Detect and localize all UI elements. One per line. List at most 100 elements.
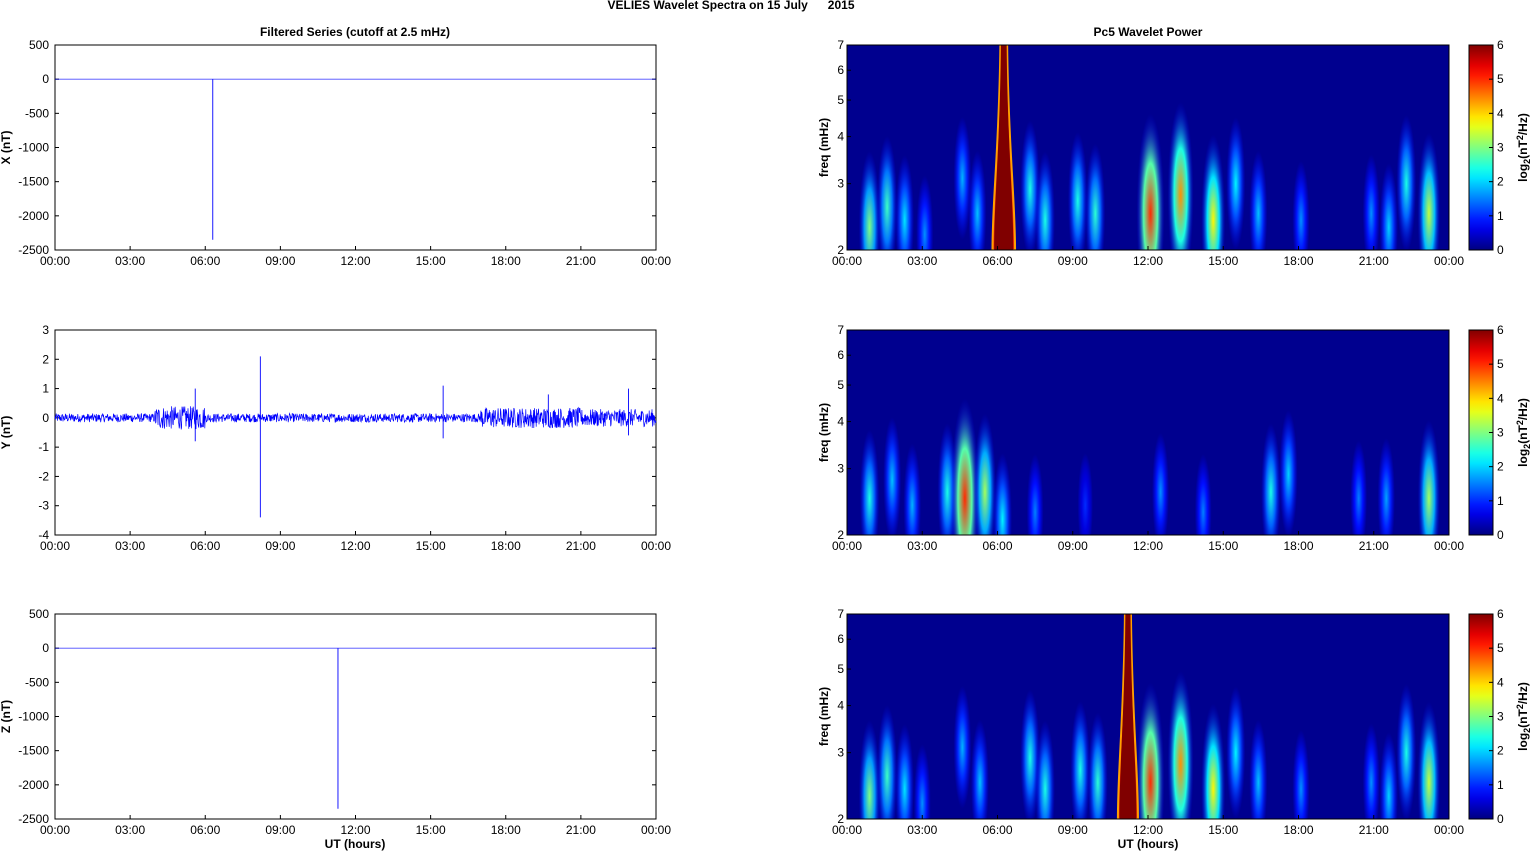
series-y-ytick-label: -2: [38, 469, 49, 483]
series-z-axes: [54, 613, 657, 820]
wavelet-z-ytick-label: 4: [837, 699, 844, 713]
colorbar-y-tick-label: 3: [1497, 426, 1504, 440]
right-column-title: Pc5 Wavelet Power: [1094, 25, 1203, 39]
series-x-ytick-label: 500: [29, 38, 49, 52]
series-z-ytick-label: 500: [29, 607, 49, 621]
wavelet-x-xtick-label: 00:00: [1434, 254, 1464, 268]
series-x-xtick-label: 03:00: [115, 254, 145, 268]
series-x-ytick-label: 0: [42, 72, 49, 86]
wavelet-x-xtick-label: 15:00: [1208, 254, 1238, 268]
colorbar-z-tick-label: 4: [1497, 675, 1504, 689]
wavelet-z-power-blob: [1167, 671, 1194, 819]
series-x-ytick-label: -500: [25, 106, 49, 120]
wavelet-z-xtick-label: 00:00: [1434, 823, 1464, 837]
wavelet-z-xtick-label: 12:00: [1133, 823, 1163, 837]
colorbar-label-part: 2: [1522, 159, 1532, 164]
wavelet-z-xtick-label: 09:00: [1058, 823, 1088, 837]
series-y-ytick-label: 0: [42, 411, 49, 425]
wavelet-y-power-blob: [1026, 454, 1044, 535]
series-y-xtick-label: 09:00: [265, 539, 295, 553]
series-z-xtick-label: 18:00: [491, 823, 521, 837]
colorbar-y-tick-label: 4: [1497, 391, 1504, 405]
colorbar-label-part: log: [1516, 733, 1530, 751]
colorbar-z-tick-label: 3: [1497, 710, 1504, 724]
colorbar-label-part: /Hz): [1516, 113, 1530, 135]
wavelet-x-power-blob: [1396, 114, 1417, 250]
wavelet-z-ytick-label: 5: [837, 662, 844, 676]
series-z-ytick-label: -500: [25, 675, 49, 689]
series-z-ytick-label: -1500: [18, 744, 49, 758]
colorbar-y-tick-label: 0: [1497, 528, 1504, 542]
wavelet-z-ytick-label: 6: [837, 632, 844, 646]
wavelet-z-power-blob: [858, 720, 881, 819]
series-z-xtick-label: 15:00: [416, 823, 446, 837]
series-y-axes: [54, 329, 657, 536]
wavelet-z-power-blob: [1226, 686, 1246, 819]
wavelet-y-xtick-label: 09:00: [1058, 539, 1088, 553]
colorbar-z-label: log2(nT2/Hz): [1515, 682, 1532, 751]
wavelet-x-xtick-label: 00:00: [832, 254, 862, 268]
wavelet-y-xtick-label: 12:00: [1133, 539, 1163, 553]
series-y-ytick-label: -4: [38, 528, 49, 542]
wavelet-y-ytick-label: 3: [837, 462, 844, 476]
wavelet-x-power-blob: [858, 151, 881, 250]
series-y-xtick-label: 00:00: [641, 539, 671, 553]
colorbar-x-tick-label: 6: [1497, 38, 1504, 52]
colorbar-label-part: 2: [1522, 728, 1532, 733]
wavelet-x-power-blob: [916, 175, 934, 250]
series-y-xtick-label: 21:00: [566, 539, 596, 553]
colorbar-label-part: /Hz): [1516, 682, 1530, 704]
wavelet-x-power-blob: [1226, 117, 1246, 250]
wavelet-x-power-blob: [1201, 134, 1226, 250]
wavelet-x-xtick-label: 12:00: [1133, 254, 1163, 268]
wavelet-z-xtick-label: 15:00: [1208, 823, 1238, 837]
series-z-ytick-label: 0: [42, 641, 49, 655]
wavelet-y-power-blob: [1077, 453, 1093, 535]
series-z-xtick-label: 00:00: [40, 823, 70, 837]
wavelet-y-xtick-label: 00:00: [1434, 539, 1464, 553]
colorbar-label-part: 2: [1515, 704, 1525, 709]
wavelet-z-ytick-label: 7: [837, 607, 844, 621]
wavelet-z-image: [847, 614, 1449, 819]
colorbar-z-tick-label: 5: [1497, 641, 1504, 655]
wavelet-x-ytick-label: 4: [837, 130, 844, 144]
wavelet-z-power-blob: [1070, 701, 1091, 819]
colorbar-label-part: log: [1516, 449, 1530, 467]
series-y-xtick-label: 00:00: [40, 539, 70, 553]
colorbar-z-tick-label: 6: [1497, 607, 1504, 621]
colorbar-y-label: log2(nT2/Hz): [1515, 398, 1532, 467]
colorbar-z-tick-label: 1: [1497, 778, 1504, 792]
colorbar-x-label: log2(nT2/Hz): [1515, 113, 1532, 182]
wavelet-y-power-blob: [859, 429, 880, 535]
series-x-ytick-label: -1500: [18, 175, 49, 189]
wavelet-z-power-blob: [1396, 683, 1417, 819]
wavelet-x-saturation-band: [994, 45, 1014, 250]
wavelet-y-ytick-label: 2: [837, 528, 844, 542]
colorbar-label-part: 2: [1515, 135, 1525, 140]
series-x-ylabel: X (nT): [0, 131, 13, 165]
colorbar-x-tick-label: 1: [1497, 209, 1504, 223]
wavelet-x-xtick-label: 09:00: [1058, 254, 1088, 268]
wavelet-y-ytick-label: 5: [837, 378, 844, 392]
wavelet-z-ytick-label: 3: [837, 746, 844, 760]
wavelet-x-ytick-label: 5: [837, 93, 844, 107]
wavelet-y-ytick-label: 7: [837, 323, 844, 337]
wavelet-y-power-blob: [883, 417, 902, 535]
wavelet-z-power-blob: [1201, 703, 1226, 819]
wavelet-x-power-blob: [1417, 132, 1441, 250]
wavelet-x-power-blob: [1249, 150, 1268, 250]
wavelet-y-power-blob: [973, 413, 997, 535]
series-z-xtick-label: 12:00: [340, 823, 370, 837]
wavelet-y-image: [847, 330, 1449, 535]
series-x-xtick-label: 18:00: [491, 254, 521, 268]
wavelet-y-xtick-label: 15:00: [1208, 539, 1238, 553]
figure-suptitle: VELIES Wavelet Spectra on 15 July 2015: [608, 0, 855, 12]
wavelet-x-power-blob: [1085, 143, 1106, 250]
series-y-line: [54, 406, 657, 430]
series-z-ytick-label: -2500: [18, 812, 49, 826]
colorbar-y-tick-label: 5: [1497, 357, 1504, 371]
wavelet-x-ytick-label: 7: [837, 38, 844, 52]
colorbar-x-tick-label: 0: [1497, 243, 1504, 257]
series-z-xtick-label: 09:00: [265, 823, 295, 837]
